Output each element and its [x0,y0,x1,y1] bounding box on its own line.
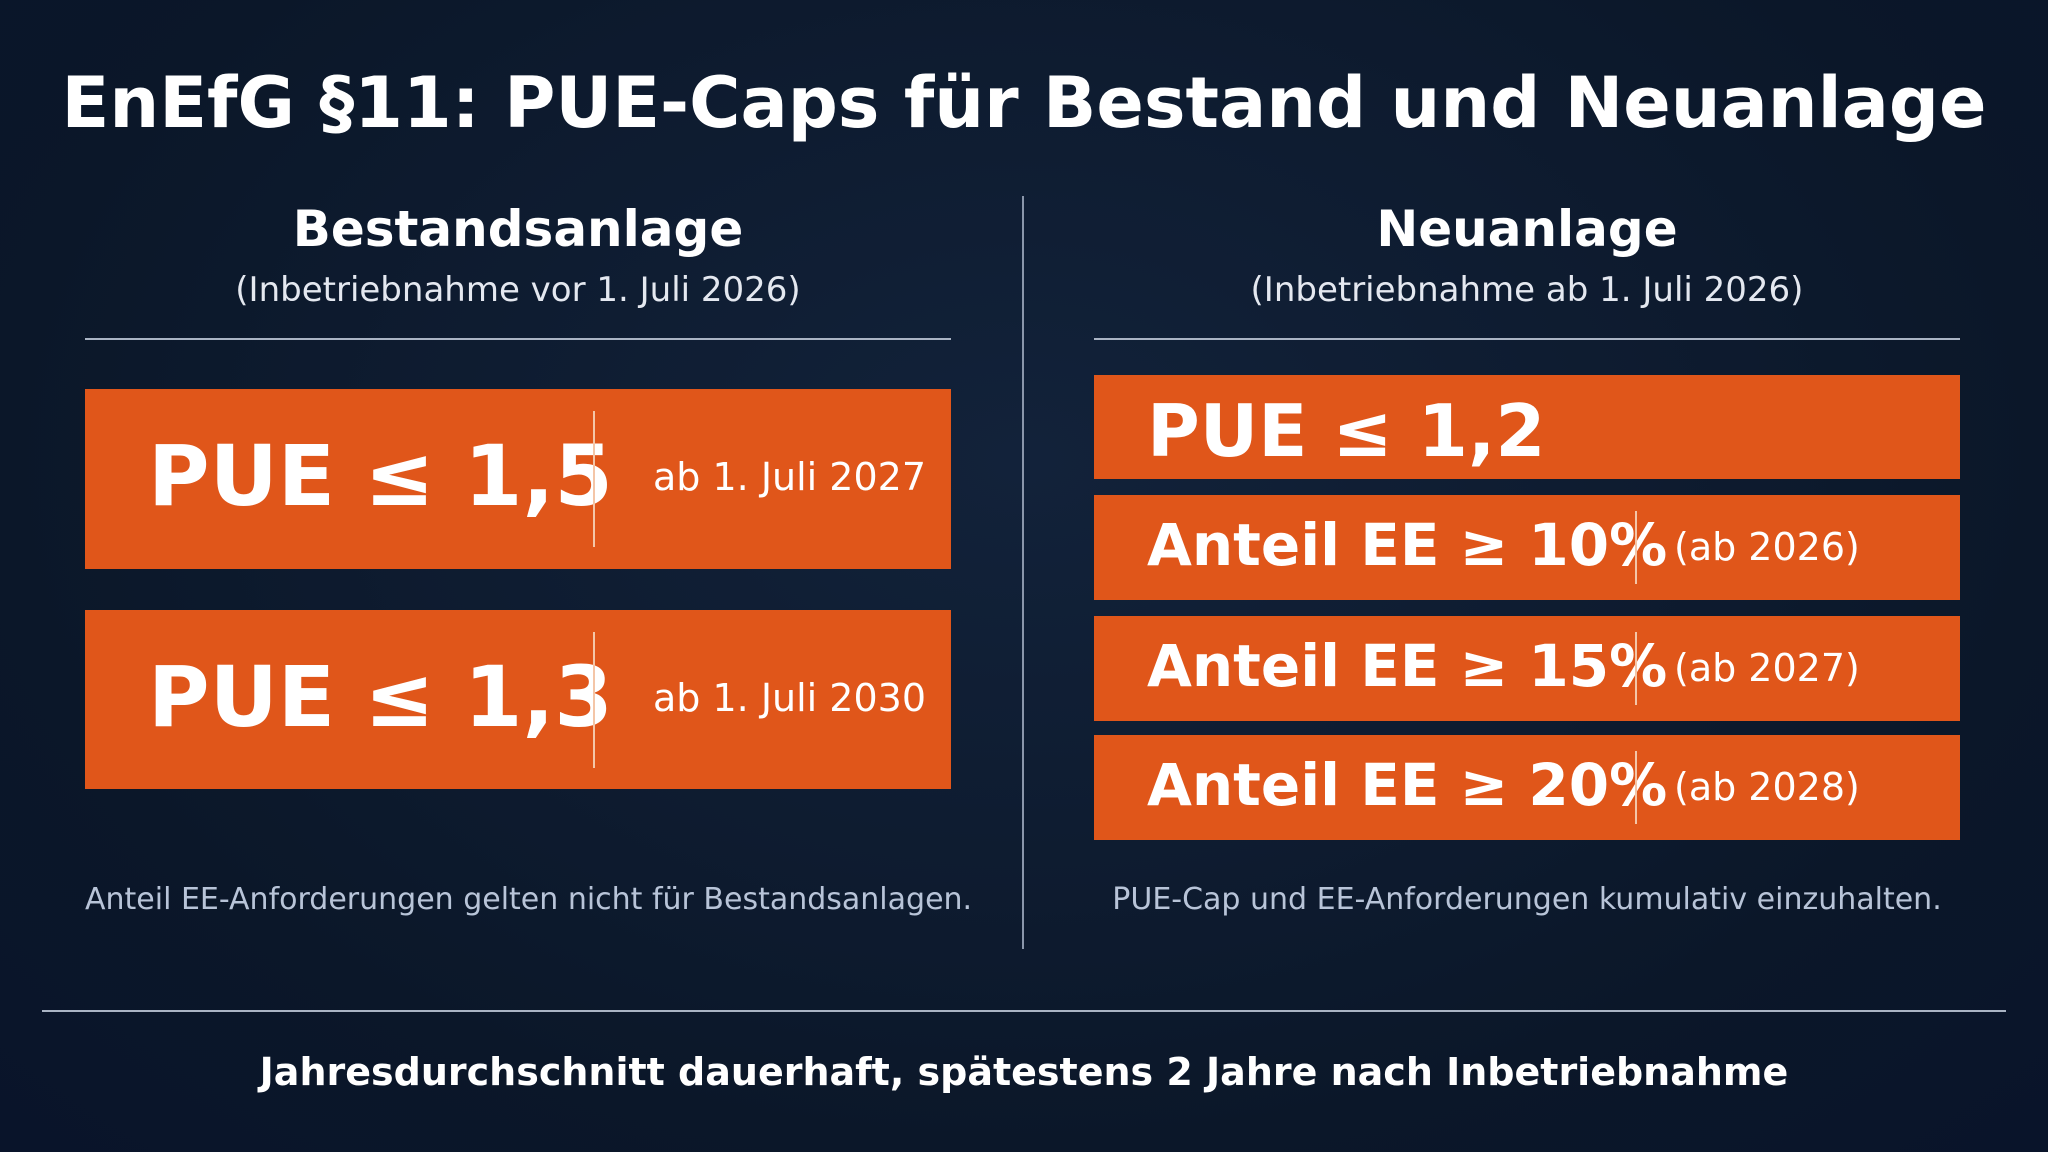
right-heading: Neuanlage [1376,200,1678,258]
ee-box: Anteil EE ≥ 20% (ab 2028) [1094,735,1960,840]
cap-box: PUE ≤ 1,2 [1094,375,1960,479]
divider [1094,338,1960,340]
divider [1635,511,1637,584]
cap-label: PUE ≤ 1,2 [1147,389,1546,473]
ee-label: Anteil EE ≥ 20% [1147,751,1668,819]
footer: Jahresdurchschnitt dauerhaft, spätestens… [259,1050,1789,1094]
ee-box: Anteil EE ≥ 10% (ab 2026) [1094,495,1960,600]
cap-date: ab 1. Juli 2030 [653,676,927,720]
right-subheading: (Inbetriebnahme ab 1. Juli 2026) [1250,270,1804,310]
left-subheading: (Inbetriebnahme vor 1. Juli 2026) [235,270,801,310]
ee-label: Anteil EE ≥ 10% [1147,511,1668,579]
right-note: PUE-Cap und EE-Anforderungen kumulativ e… [1112,882,1942,917]
cap-date: ab 1. Juli 2027 [653,455,927,499]
divider [593,411,595,547]
cap-box: PUE ≤ 1,5 ab 1. Juli 2027 [85,389,951,569]
cap-label: PUE ≤ 1,3 [148,648,613,746]
column-divider [1022,196,1024,949]
ee-date: (ab 2027) [1674,646,1860,690]
cap-box: PUE ≤ 1,3 ab 1. Juli 2030 [85,610,951,789]
left-heading: Bestandsanlage [292,200,744,258]
divider [1635,632,1637,705]
divider [85,338,951,340]
left-note: Anteil EE-Anforderungen gelten nicht für… [85,882,973,917]
divider [1635,751,1637,824]
divider [42,1010,2006,1012]
ee-date: (ab 2028) [1674,765,1860,809]
title: EnEfG §11: PUE-Caps für Bestand und Neua… [61,62,1987,144]
cap-label: PUE ≤ 1,5 [148,427,613,525]
ee-label: Anteil EE ≥ 15% [1147,632,1668,700]
ee-date: (ab 2026) [1674,525,1860,569]
divider [593,632,595,768]
ee-box: Anteil EE ≥ 15% (ab 2027) [1094,616,1960,721]
